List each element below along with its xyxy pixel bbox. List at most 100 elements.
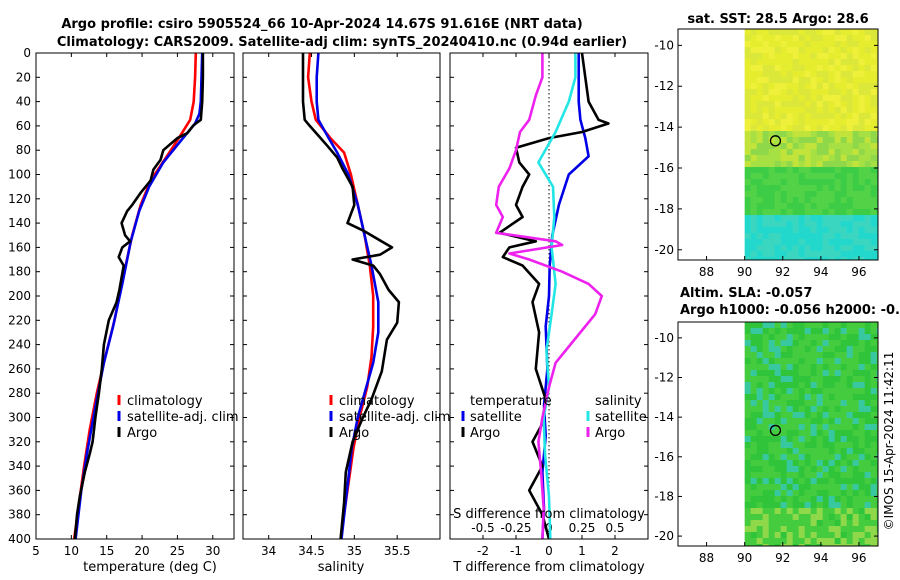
map-cell bbox=[840, 502, 847, 509]
map-cell bbox=[876, 239, 879, 246]
map-cell bbox=[750, 340, 757, 347]
map-cell bbox=[756, 245, 763, 252]
map-cell bbox=[756, 59, 763, 66]
map-cell bbox=[840, 95, 847, 102]
map-cell bbox=[828, 239, 835, 246]
map-cell bbox=[786, 352, 793, 359]
map-cell bbox=[762, 221, 769, 228]
map-cell bbox=[750, 484, 757, 491]
map-cell bbox=[798, 418, 805, 425]
map-cell bbox=[816, 221, 823, 228]
map-cell bbox=[774, 89, 781, 96]
map-cell bbox=[804, 406, 811, 413]
x-tick-label: 35 bbox=[347, 544, 362, 558]
map-cell bbox=[846, 382, 853, 389]
map-cell bbox=[870, 89, 877, 96]
map-cell bbox=[792, 436, 799, 443]
map-cell bbox=[792, 358, 799, 365]
map-cell bbox=[786, 41, 793, 48]
map-cell bbox=[810, 472, 817, 479]
map-cell bbox=[744, 143, 751, 150]
map-cell bbox=[792, 167, 799, 174]
map-cell bbox=[846, 376, 853, 383]
map-cell bbox=[762, 143, 769, 150]
map-cell bbox=[780, 83, 787, 90]
map-cell bbox=[750, 251, 757, 258]
map-cell bbox=[780, 89, 787, 96]
map-cell bbox=[750, 77, 757, 84]
map-cell bbox=[804, 520, 811, 527]
map-cell bbox=[834, 472, 841, 479]
map-cell bbox=[786, 209, 793, 216]
map-cell bbox=[828, 472, 835, 479]
map-cell bbox=[852, 478, 859, 485]
map-cell bbox=[810, 346, 817, 353]
map-cell bbox=[774, 322, 781, 329]
map-cell bbox=[828, 53, 835, 60]
map-cell bbox=[768, 400, 775, 407]
map-cell bbox=[804, 197, 811, 204]
map-cell bbox=[744, 71, 751, 78]
map-cell bbox=[780, 538, 787, 545]
map-cell bbox=[846, 59, 853, 66]
map-cell bbox=[804, 83, 811, 90]
argo-position-marker bbox=[769, 135, 782, 147]
map-cell bbox=[756, 340, 763, 347]
map-cell bbox=[798, 424, 805, 431]
map-cell bbox=[864, 185, 871, 192]
map-cell bbox=[840, 119, 847, 126]
map-cell bbox=[744, 35, 751, 42]
map-cell bbox=[852, 89, 859, 96]
map-cell bbox=[822, 328, 829, 335]
map-cell bbox=[798, 364, 805, 371]
map-cell bbox=[846, 412, 853, 419]
map-cell bbox=[864, 239, 871, 246]
map-cell bbox=[804, 532, 811, 539]
map-cell bbox=[750, 221, 757, 228]
map-cell bbox=[822, 526, 829, 533]
map-cell bbox=[792, 442, 799, 449]
map-cell bbox=[750, 424, 757, 431]
map-cell bbox=[780, 334, 787, 341]
map-cell bbox=[834, 209, 841, 216]
map-cell bbox=[876, 370, 879, 377]
map-cell bbox=[750, 448, 757, 455]
map-cell bbox=[780, 340, 787, 347]
map-cell bbox=[816, 472, 823, 479]
map-cell bbox=[804, 161, 811, 168]
map-cell bbox=[804, 47, 811, 54]
map-cell bbox=[822, 382, 829, 389]
map-cell bbox=[870, 209, 877, 216]
map-cell bbox=[840, 137, 847, 144]
map-cell bbox=[750, 466, 757, 473]
map-cell bbox=[768, 41, 775, 48]
map-cell bbox=[804, 113, 811, 120]
map-cell bbox=[840, 472, 847, 479]
map-cell bbox=[762, 131, 769, 138]
map-cell bbox=[762, 376, 769, 383]
map-cell bbox=[774, 352, 781, 359]
map-cell bbox=[834, 358, 841, 365]
map-cell bbox=[768, 155, 775, 162]
map-cell bbox=[810, 29, 817, 36]
map-cell bbox=[798, 59, 805, 66]
map-cell bbox=[810, 544, 817, 547]
map-cell bbox=[798, 544, 805, 547]
map-cell bbox=[762, 161, 769, 168]
map-cell bbox=[846, 245, 853, 252]
map-cell bbox=[786, 215, 793, 222]
map-cell bbox=[786, 466, 793, 473]
map-cell bbox=[816, 155, 823, 162]
map-cell bbox=[840, 179, 847, 186]
map-cell bbox=[798, 460, 805, 467]
map-cell bbox=[822, 544, 829, 547]
map-cell bbox=[822, 47, 829, 54]
map-cell bbox=[840, 328, 847, 335]
map-cell bbox=[810, 460, 817, 467]
map-cell bbox=[876, 215, 879, 222]
map-cell bbox=[876, 502, 879, 509]
map-cell bbox=[822, 448, 829, 455]
map-cell bbox=[858, 352, 865, 359]
map-cell bbox=[822, 388, 829, 395]
map-cell bbox=[858, 173, 865, 180]
